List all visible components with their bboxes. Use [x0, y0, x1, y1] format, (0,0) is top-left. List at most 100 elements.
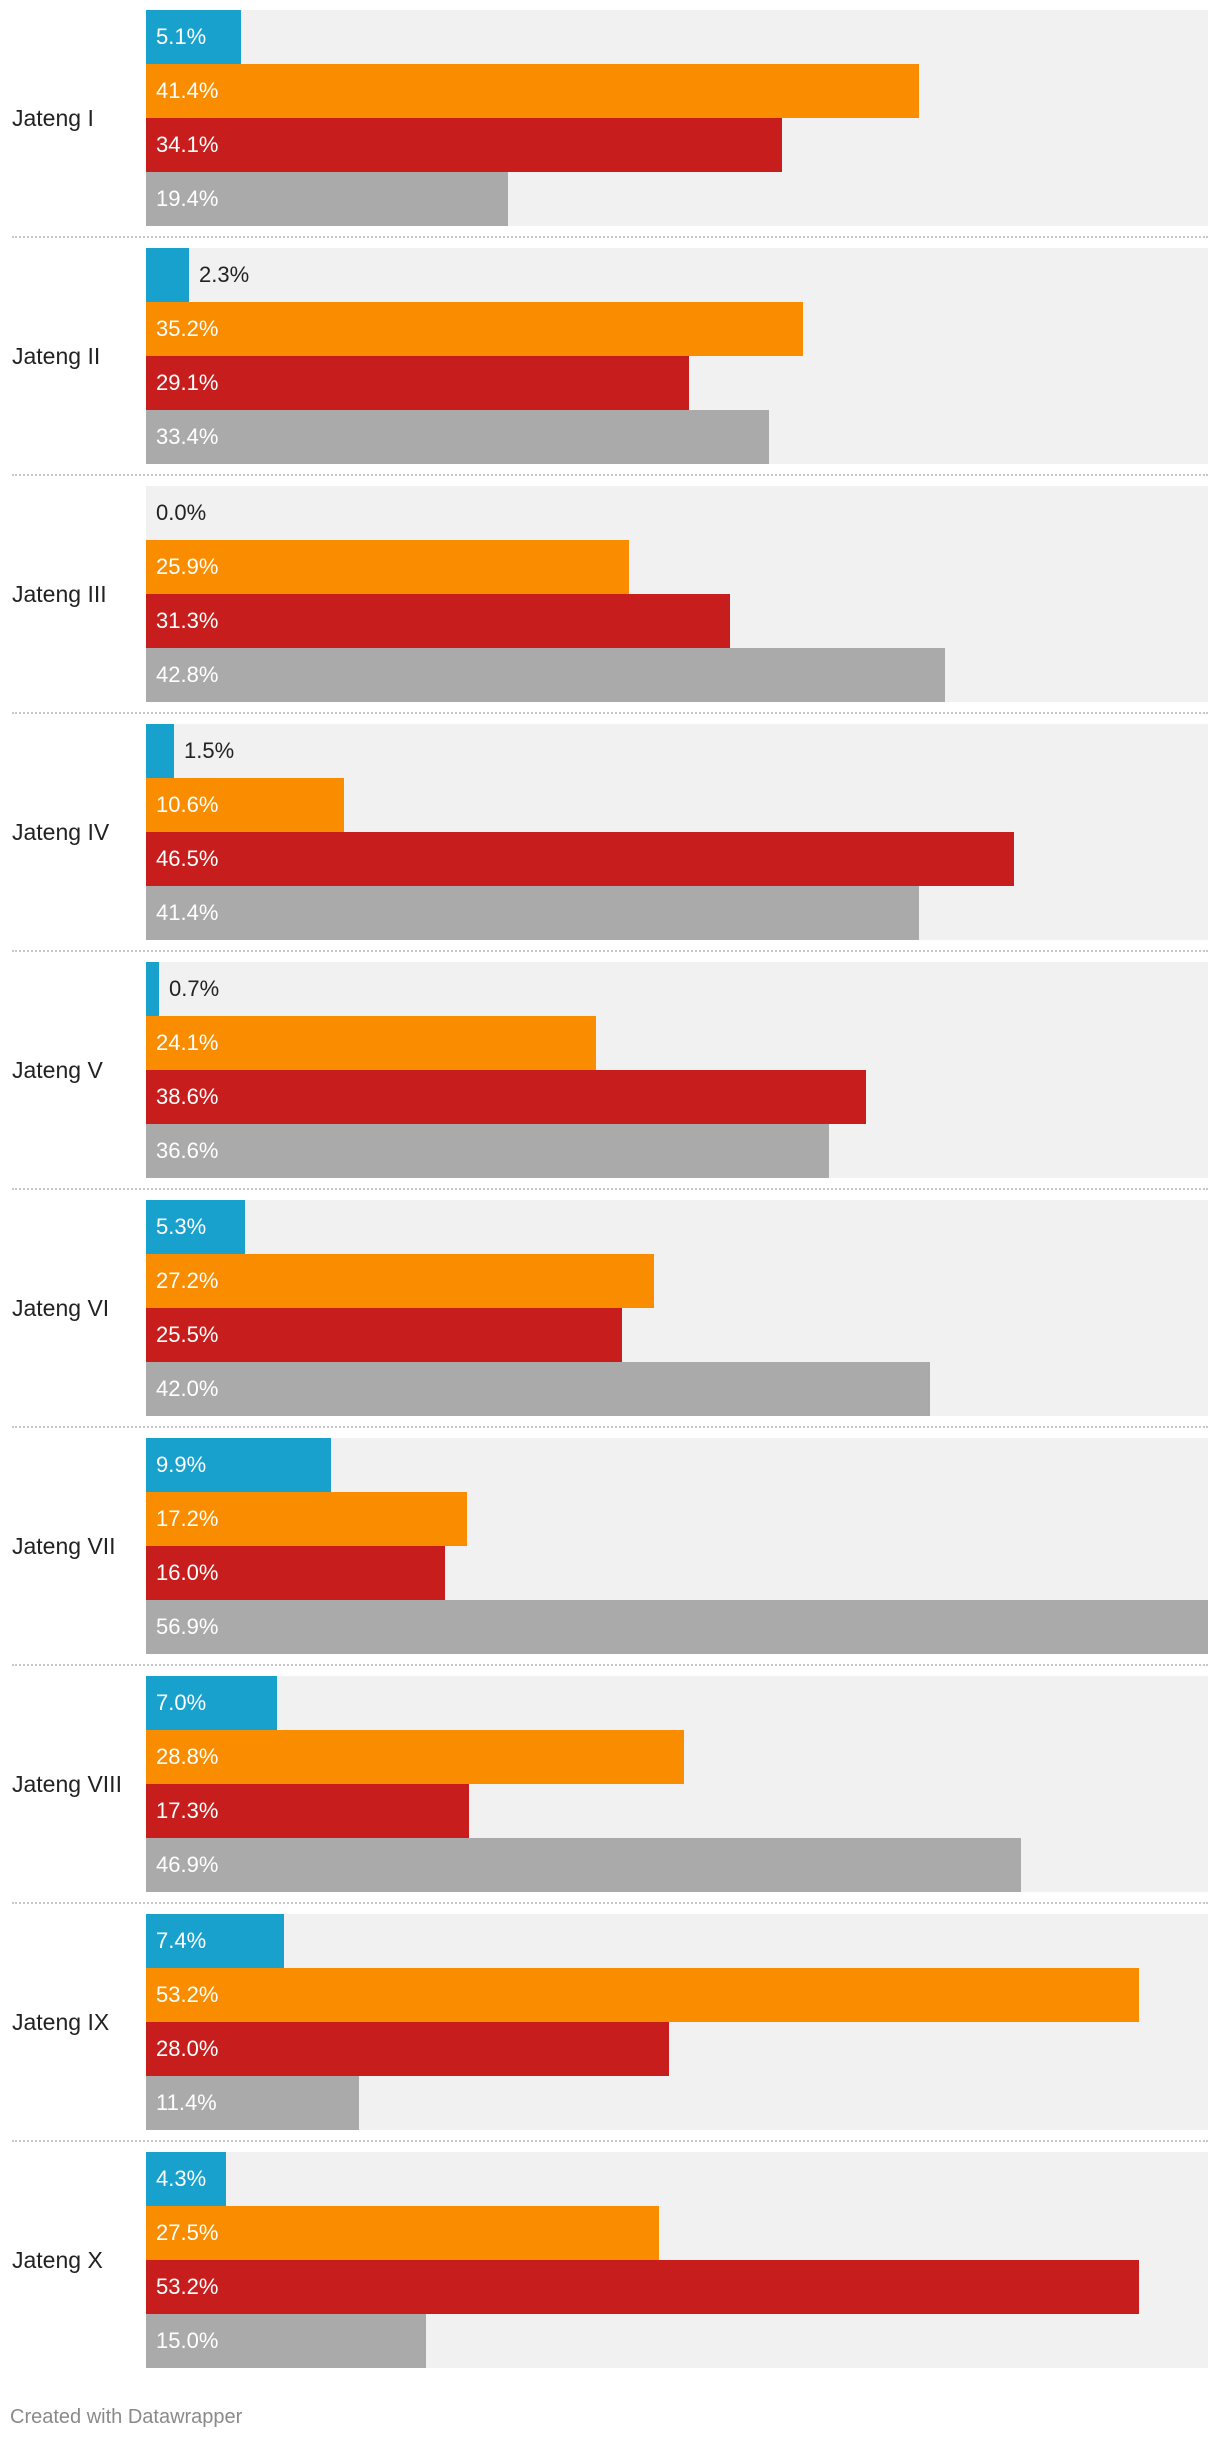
bar [146, 886, 919, 940]
bar [146, 1200, 245, 1254]
bar-value-label: 5.3% [156, 1214, 207, 1239]
bar-value-label: 36.6% [156, 1138, 219, 1163]
category-label: Jateng V [12, 1057, 103, 1083]
group-divider [12, 2140, 1208, 2142]
bar-value-label: 35.2% [156, 316, 219, 341]
bar [146, 2022, 669, 2076]
bar-value-label: 24.1% [156, 1030, 219, 1055]
bar-value-label: 15.0% [156, 2328, 219, 2353]
bar-group: Jateng VI 5.3% 27.2% 25.5% 42.0% [0, 1200, 1220, 1438]
bar-value-label: 16.0% [156, 1560, 219, 1585]
group-divider [12, 712, 1208, 714]
bar [146, 1438, 331, 1492]
category-label: Jateng I [12, 105, 94, 131]
bar [146, 778, 344, 832]
bar [146, 410, 769, 464]
bar-group: Jateng VII 9.9% 17.2% 16.0% 56.9% [0, 1438, 1220, 1676]
bar [146, 1546, 445, 1600]
bar [146, 172, 508, 226]
bar-value-label: 5.1% [156, 24, 207, 49]
group-divider [12, 1426, 1208, 1428]
bar [146, 248, 189, 302]
bar [146, 2314, 426, 2368]
bar-value-label: 0.0% [156, 500, 207, 525]
bar [146, 1968, 1139, 2022]
bar-group: Jateng I 5.1% 41.4% 34.1% 19.4% [0, 10, 1220, 248]
bar [146, 1016, 596, 1070]
bar-value-label: 27.2% [156, 1268, 219, 1293]
bar [146, 1308, 622, 1362]
group-divider [12, 236, 1208, 238]
category-label: Jateng IV [12, 819, 110, 845]
bar [146, 1730, 684, 1784]
category-label: Jateng VIII [12, 1771, 122, 1797]
bar-value-label: 46.9% [156, 1852, 219, 1877]
bar [146, 1914, 284, 1968]
bar-group: Jateng X 4.3% 27.5% 53.2% 15.0% [0, 2152, 1220, 2390]
footer-credit: Created with Datawrapper [10, 2406, 243, 2428]
bar-value-label: 41.4% [156, 78, 219, 103]
bar [146, 832, 1014, 886]
bar-value-label: 42.0% [156, 1376, 219, 1401]
bar-value-label: 34.1% [156, 132, 219, 157]
group-divider [12, 1902, 1208, 1904]
category-label: Jateng III [12, 581, 107, 607]
category-label: Jateng VII [12, 1533, 116, 1559]
bar-value-label: 42.8% [156, 662, 219, 687]
group-divider [12, 474, 1208, 476]
bar [146, 1676, 277, 1730]
bar-value-label: 10.6% [156, 792, 219, 817]
bar-group: Jateng IX 7.4% 53.2% 28.0% 11.4% [0, 1914, 1220, 2152]
bar-value-label: 25.9% [156, 554, 219, 579]
bar-value-label: 28.0% [156, 2036, 219, 2061]
bar-value-label: 46.5% [156, 846, 219, 871]
bar-value-label: 9.9% [156, 1452, 207, 1477]
category-label: Jateng X [12, 2247, 103, 2273]
bar [146, 1838, 1021, 1892]
bar-value-label: 7.0% [156, 1690, 207, 1715]
bar [146, 724, 174, 778]
bar [146, 1070, 866, 1124]
bar [146, 648, 945, 702]
bar-value-label: 17.3% [156, 1798, 219, 1823]
bar-group: Jateng VIII 7.0% 28.8% 17.3% 46.9% [0, 1676, 1220, 1914]
bar-value-label: 1.5% [184, 738, 235, 763]
bar [146, 594, 730, 648]
bar [146, 1492, 467, 1546]
category-label: Jateng VI [12, 1295, 110, 1321]
bar-value-label: 2.3% [199, 262, 250, 287]
bar-value-label: 33.4% [156, 424, 219, 449]
bar [146, 118, 782, 172]
bar-value-label: 53.2% [156, 1982, 219, 2007]
category-label: Jateng IX [12, 2009, 110, 2035]
group-divider [12, 1188, 1208, 1190]
bar-value-label: 41.4% [156, 900, 219, 925]
group-divider [12, 1664, 1208, 1666]
bar-value-label: 11.4% [156, 2090, 217, 2115]
bar [146, 64, 919, 118]
bar-value-label: 31.3% [156, 608, 219, 633]
bar-value-label: 53.2% [156, 2274, 219, 2299]
bar [146, 2260, 1139, 2314]
bar [146, 1784, 469, 1838]
bar [146, 2076, 359, 2130]
bar [146, 962, 159, 1016]
bar-group: Jateng III 0.0% 25.9% 31.3% 42.8% [0, 486, 1220, 724]
bar-value-label: 19.4% [156, 186, 219, 211]
bar-value-label: 7.4% [156, 1928, 207, 1953]
bar-group: Jateng V 0.7% 24.1% 38.6% 36.6% [0, 962, 1220, 1200]
bar [146, 1600, 1208, 1654]
bar-group: Jateng II 2.3% 35.2% 29.1% 33.4% [0, 248, 1220, 486]
category-label: Jateng II [12, 343, 101, 369]
group-divider [12, 950, 1208, 952]
bar-value-label: 0.7% [169, 976, 220, 1001]
bar-value-label: 56.9% [156, 1614, 219, 1639]
bar-value-label: 4.3% [156, 2166, 207, 2191]
bar [146, 356, 689, 410]
bar-value-label: 38.6% [156, 1084, 219, 1109]
bar [146, 10, 241, 64]
bar [146, 1254, 654, 1308]
bar [146, 2206, 659, 2260]
bar-value-label: 28.8% [156, 1744, 219, 1769]
